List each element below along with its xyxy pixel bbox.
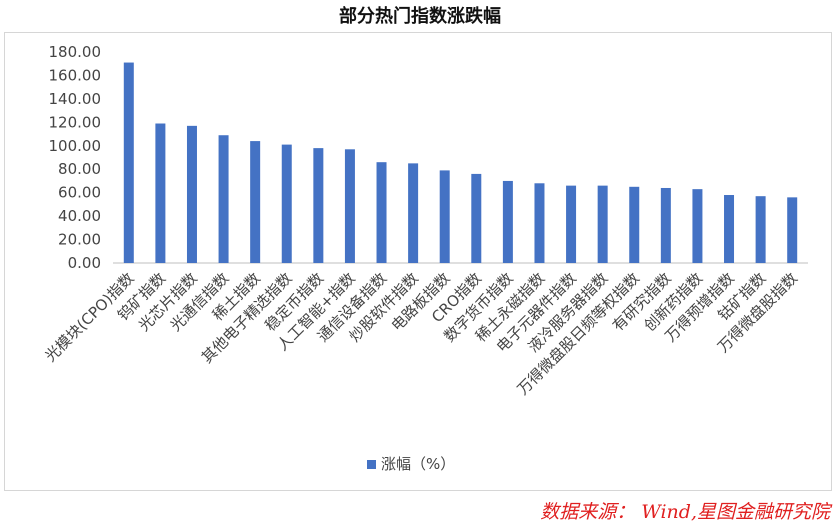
bar <box>597 185 608 263</box>
bar <box>566 185 577 263</box>
y-tick-label: 180.00 <box>49 43 102 61</box>
bar <box>281 144 292 263</box>
bar <box>344 149 355 263</box>
legend-swatch <box>367 460 376 469</box>
bar <box>123 62 134 263</box>
y-tick-label: 120.00 <box>49 113 102 131</box>
chart-title: 部分热门指数涨跌幅 <box>339 6 501 27</box>
chart-frame <box>4 32 832 491</box>
bar <box>660 187 671 263</box>
y-tick-label: 0.00 <box>68 254 101 272</box>
bar <box>502 180 513 263</box>
y-tick-label: 20.00 <box>58 231 101 249</box>
bar <box>408 163 419 263</box>
bar <box>155 123 166 263</box>
bar <box>787 197 798 263</box>
bar <box>724 195 735 263</box>
y-tick-label: 80.00 <box>58 160 101 178</box>
bar <box>313 148 324 263</box>
bar <box>250 141 261 263</box>
data-source-note: 数据来源： Wind,星图金融研究院 <box>540 501 830 523</box>
bar <box>376 162 387 263</box>
y-tick-label: 140.00 <box>49 90 102 108</box>
bar <box>439 170 450 263</box>
bar <box>471 173 482 263</box>
bar <box>186 125 197 263</box>
y-tick-label: 60.00 <box>58 184 101 202</box>
legend-label: 涨幅（%） <box>381 455 455 473</box>
bar <box>534 183 545 263</box>
bar <box>629 186 640 263</box>
bar <box>692 189 703 263</box>
bar <box>218 135 229 263</box>
y-tick-label: 100.00 <box>49 137 102 155</box>
y-tick-label: 160.00 <box>49 66 102 84</box>
bar <box>755 196 766 263</box>
y-tick-label: 40.00 <box>58 207 101 225</box>
